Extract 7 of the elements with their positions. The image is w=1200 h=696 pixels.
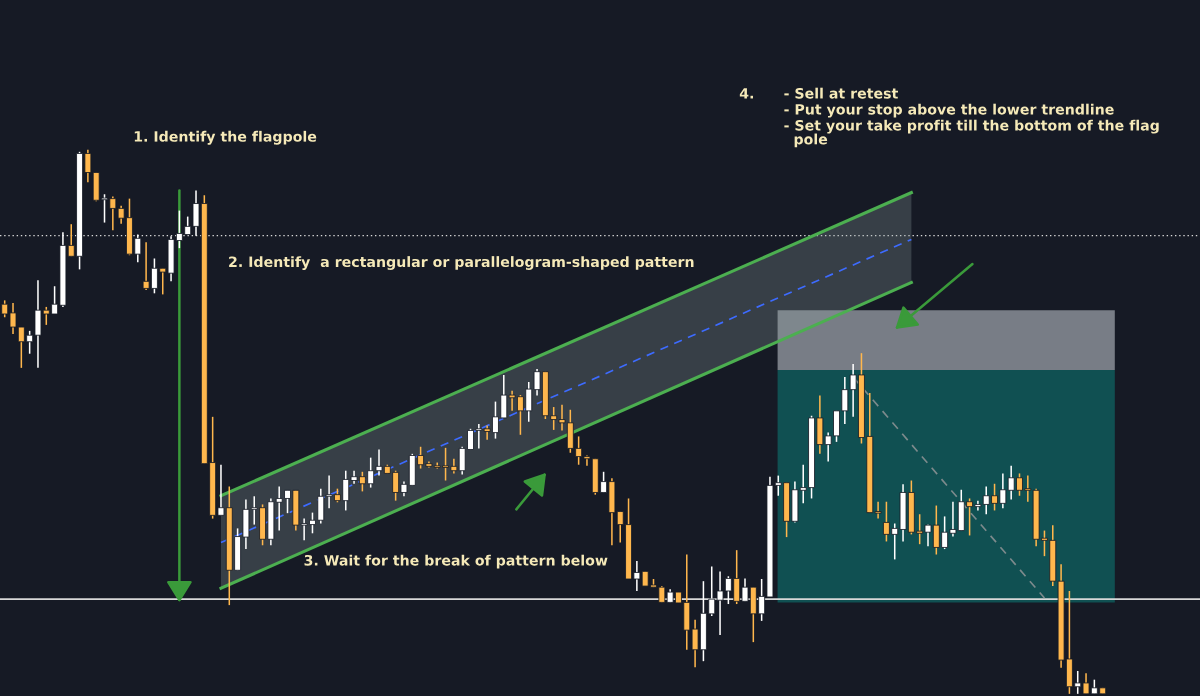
- text: - Set your take profit till the bottom of the flag pole: [784, 119, 1159, 148]
- text: 4.: [739, 88, 753, 99]
- text: - Put your stop above the lower trendline: [784, 103, 1114, 118]
- text: - Sell at retest: [784, 87, 898, 99]
- text: 1. Identify the flagpole: [134, 130, 317, 145]
- annotation: 2. Identify a rectangular or parallelogram-shaped pattern: [229, 256, 694, 270]
- annotation: 3. Wait for the break of pattern below: [304, 554, 608, 569]
